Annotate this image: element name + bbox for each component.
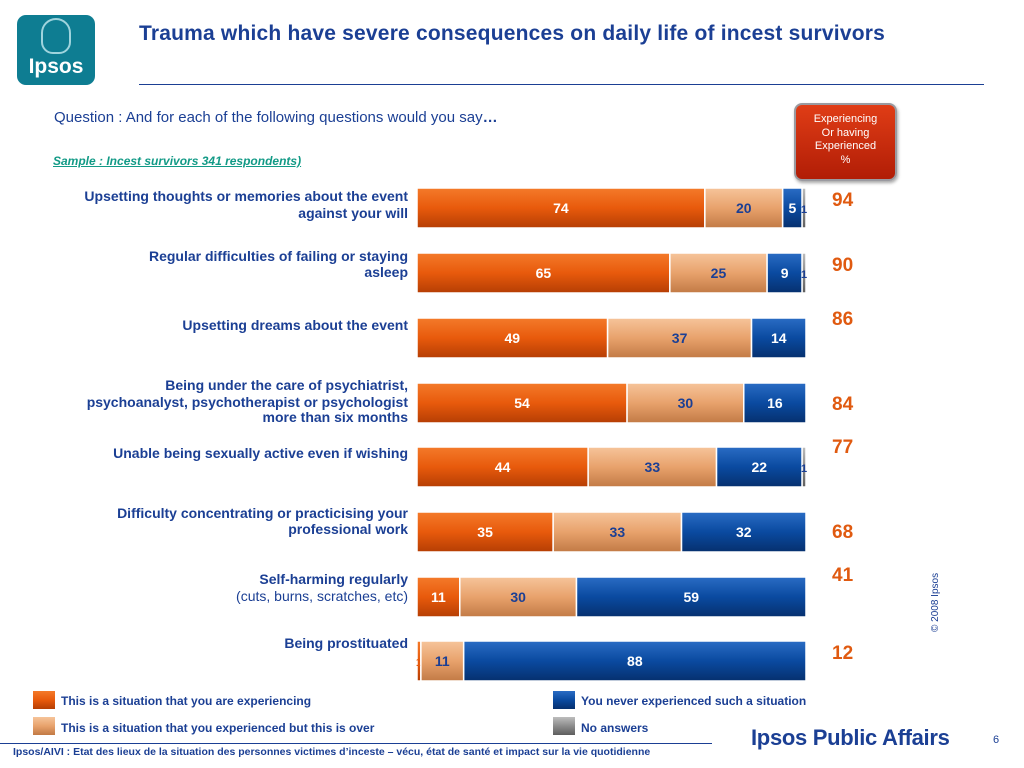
experiencing-total-value: 77 [832,437,853,458]
data-label: 11 [435,653,450,669]
question-text: Question : And for each of the following… [54,109,498,126]
category-label: more than six months [263,409,409,425]
category-label: Upsetting dreams about the event [182,317,408,333]
bar-segment [575,576,807,618]
experiencing-total-value: 41 [832,565,854,586]
experiencing-total-value: 12 [832,643,853,664]
brand-logo-text: Ipsos Public Affairs [751,725,950,750]
category-label: Self-harming regularly [259,571,408,587]
bar-segment [416,252,671,294]
data-label: 32 [736,524,752,540]
footer-divider [0,743,712,744]
category-label: psychoanalyst, psychotherapist or psycho… [87,394,409,410]
data-label: 33 [645,459,661,475]
data-label: 11 [431,589,446,605]
legend-label-experiencing: This is a situation that you are experie… [61,694,312,708]
category-label: Being prostituated [284,635,408,651]
data-label: 20 [736,200,752,216]
bar-segment [416,317,609,359]
category-label: professional work [288,521,408,537]
data-label: 88 [627,653,643,669]
legend-swatch-experienced-over [33,717,55,735]
question-label: Question : And for each of the following… [54,109,483,126]
data-label: 54 [514,395,530,411]
footer-source: Ipsos/AIVI : Etat des lieux de la situat… [13,746,651,758]
bar-segment [750,317,807,359]
bar-segment [416,382,628,424]
bar-segment [587,446,718,488]
category-label: against your will [298,205,408,221]
head-silhouette-icon [41,18,71,54]
bar-segment [420,640,465,682]
data-label: 1 [416,657,422,669]
category-label: Being under the care of psychiatrist, [165,377,408,393]
experiencing-total-value: 90 [832,255,853,276]
legend-label-no-answers: No answers [581,721,649,735]
bar-segment [801,252,807,294]
experiencing-total-value: 84 [832,394,854,415]
data-label: 25 [711,265,727,281]
data-label: 1 [801,463,807,475]
experiencing-total-value: 68 [832,522,853,543]
category-label: Difficulty concentrating or practicising… [117,505,408,521]
category-sublabel: (cuts, burns, scratches, etc) [236,588,408,604]
badge-line: % [840,153,851,166]
bar-segment [801,187,807,229]
question-dots: … [482,109,498,126]
bar-segment [669,252,768,294]
category-label: asleep [364,264,408,280]
data-label: 74 [553,200,569,216]
logo-text: Ipsos [28,55,84,78]
page-number: 6 [993,734,1000,746]
data-label: 9 [781,265,789,281]
bar-segment [462,640,807,682]
stacked-bar-chart: Upsetting thoughts or memories about the… [84,187,854,682]
bar-segment [606,317,753,359]
bar-segment [552,511,683,553]
data-label: 16 [767,395,783,411]
data-label: 5 [788,200,796,216]
legend-swatch-never-experienced [553,691,575,709]
slide-title: Trauma which have severe consequences on… [139,22,885,45]
experiencing-total-value: 94 [832,190,854,211]
data-label: 14 [771,330,787,346]
title-divider [139,84,984,85]
data-label: 1 [801,204,807,216]
sample-note: Sample : Incest survivors 341 respondent… [53,154,302,168]
data-label: 30 [510,589,526,605]
data-label: 33 [610,524,626,540]
data-label: 35 [477,524,493,540]
category-label: Upsetting thoughts or memories about the… [84,188,408,204]
category-label: Regular difficulties of failing or stayi… [149,248,408,264]
experiencing-total-header: Experiencing Or having Experienced % [794,103,897,181]
bar-segment [416,446,589,488]
badge-line: Or having [821,126,870,139]
badge-line: Experienced [814,140,877,152]
bar-segment [743,382,807,424]
ipsos-logo: Ipsos [17,15,95,85]
bar-segment [416,187,706,229]
data-label: 44 [495,459,511,475]
bar-segment [459,576,578,618]
data-label: 22 [752,459,768,475]
data-label: 49 [505,330,521,346]
bar-segment [801,446,807,488]
legend-label-experienced-over: This is a situation that you experienced… [61,721,375,735]
legend-label-never-experienced: You never experienced such a situation [581,694,807,708]
legend-swatch-experiencing [33,691,55,709]
data-label: 37 [672,330,688,346]
data-label: 1 [801,269,807,281]
bar-segment [626,382,745,424]
copyright-notice: © 2008 Ipsos [930,572,941,632]
bar-segment [766,252,803,294]
data-label: 30 [678,395,694,411]
legend-swatch-no-answers [553,717,575,735]
experiencing-total-value: 86 [832,309,853,330]
badge-line: Experiencing [813,113,878,125]
bar-segment [680,511,807,553]
category-label: Unable being sexually active even if wis… [113,445,408,461]
data-label: 65 [536,265,552,281]
bar-segment [416,576,461,618]
data-label: 59 [683,589,699,605]
